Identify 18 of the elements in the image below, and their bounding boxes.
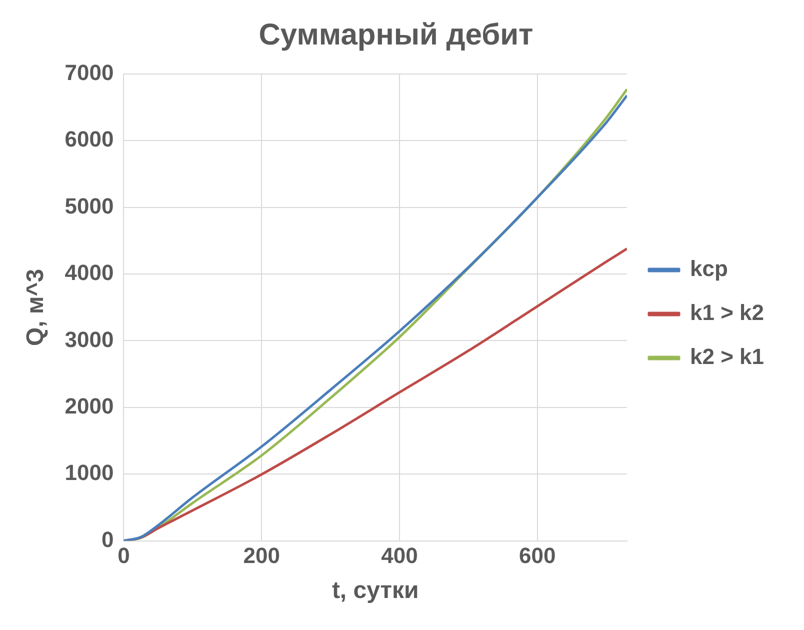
y-tick-label: 4000 xyxy=(64,260,114,286)
x-tick-label: 0 xyxy=(118,543,130,568)
legend-label: kcp xyxy=(690,256,728,282)
y-tick-label: 2000 xyxy=(64,393,114,418)
x-axis-title: t, сутки xyxy=(332,577,419,604)
y-tick-label: 3000 xyxy=(64,326,114,352)
legend-label: k2 > k1 xyxy=(690,344,764,370)
x-tick-label: 200 xyxy=(243,543,280,568)
x-tick-label: 600 xyxy=(519,543,556,568)
y-axis-title: Q, м^3 xyxy=(22,268,50,346)
y-tick-label: 0 xyxy=(101,526,114,552)
legend-label: k1 > k2 xyxy=(690,300,764,326)
chart-title: Суммарный дебит xyxy=(258,18,534,52)
x-tick-label: 400 xyxy=(381,543,418,568)
y-tick-label: 6000 xyxy=(64,126,114,152)
y-tick-label: 7000 xyxy=(64,60,114,86)
y-tick-label: 5000 xyxy=(64,193,114,218)
y-tick-label: 1000 xyxy=(64,460,114,486)
